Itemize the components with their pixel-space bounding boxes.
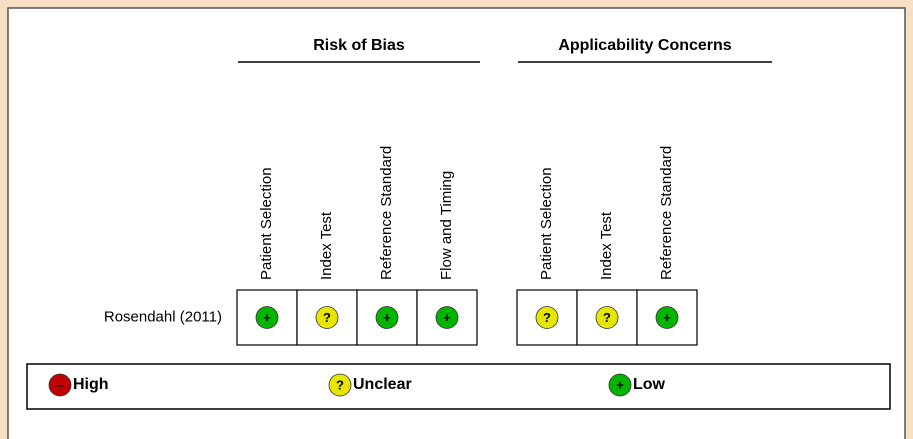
- judgement-symbol: ?: [603, 310, 611, 325]
- judgement-circle: [595, 306, 619, 329]
- judgement-circle: [315, 306, 339, 329]
- judgement-symbol: +: [383, 310, 391, 325]
- legend-box: [26, 363, 891, 410]
- judgement-circle: [255, 306, 279, 329]
- judgement-symbol: ?: [336, 377, 344, 392]
- judgement-circle: [655, 306, 679, 329]
- cell: [356, 289, 418, 346]
- risk-heading: Risk of Bias: [313, 37, 405, 54]
- legend-label: Low: [633, 376, 666, 393]
- cell: [576, 289, 638, 346]
- judgement-circle: [608, 373, 632, 397]
- judgement-circle: [375, 306, 399, 329]
- judgement-symbol: +: [616, 377, 624, 392]
- legend-label: Unclear: [353, 376, 412, 393]
- applicability-heading: Applicability Concerns: [558, 37, 731, 54]
- column-label: Patient Selection: [258, 167, 275, 280]
- column-label: Index Test: [318, 211, 335, 280]
- column-label: Flow and Timing: [438, 171, 455, 280]
- study-label: Rosendahl (2011): [104, 308, 222, 325]
- judgement-symbol: +: [263, 310, 271, 325]
- judgement-circle: [535, 306, 559, 329]
- legend-label: High: [73, 376, 109, 393]
- column-label: Reference Standard: [658, 146, 675, 280]
- judgement-symbol: ?: [543, 310, 551, 325]
- judgement-symbol: +: [663, 310, 671, 325]
- judgement-symbol: +: [443, 310, 451, 325]
- column-label: Index Test: [598, 211, 615, 280]
- judgement-circle: [328, 373, 352, 397]
- judgement-circle: [48, 373, 72, 397]
- column-label: Patient Selection: [538, 167, 555, 280]
- cell: [236, 289, 298, 346]
- judgement-symbol: –: [56, 377, 63, 392]
- column-label: Reference Standard: [378, 146, 395, 280]
- judgement-circle: [435, 306, 459, 329]
- judgement-symbol: ?: [323, 310, 331, 325]
